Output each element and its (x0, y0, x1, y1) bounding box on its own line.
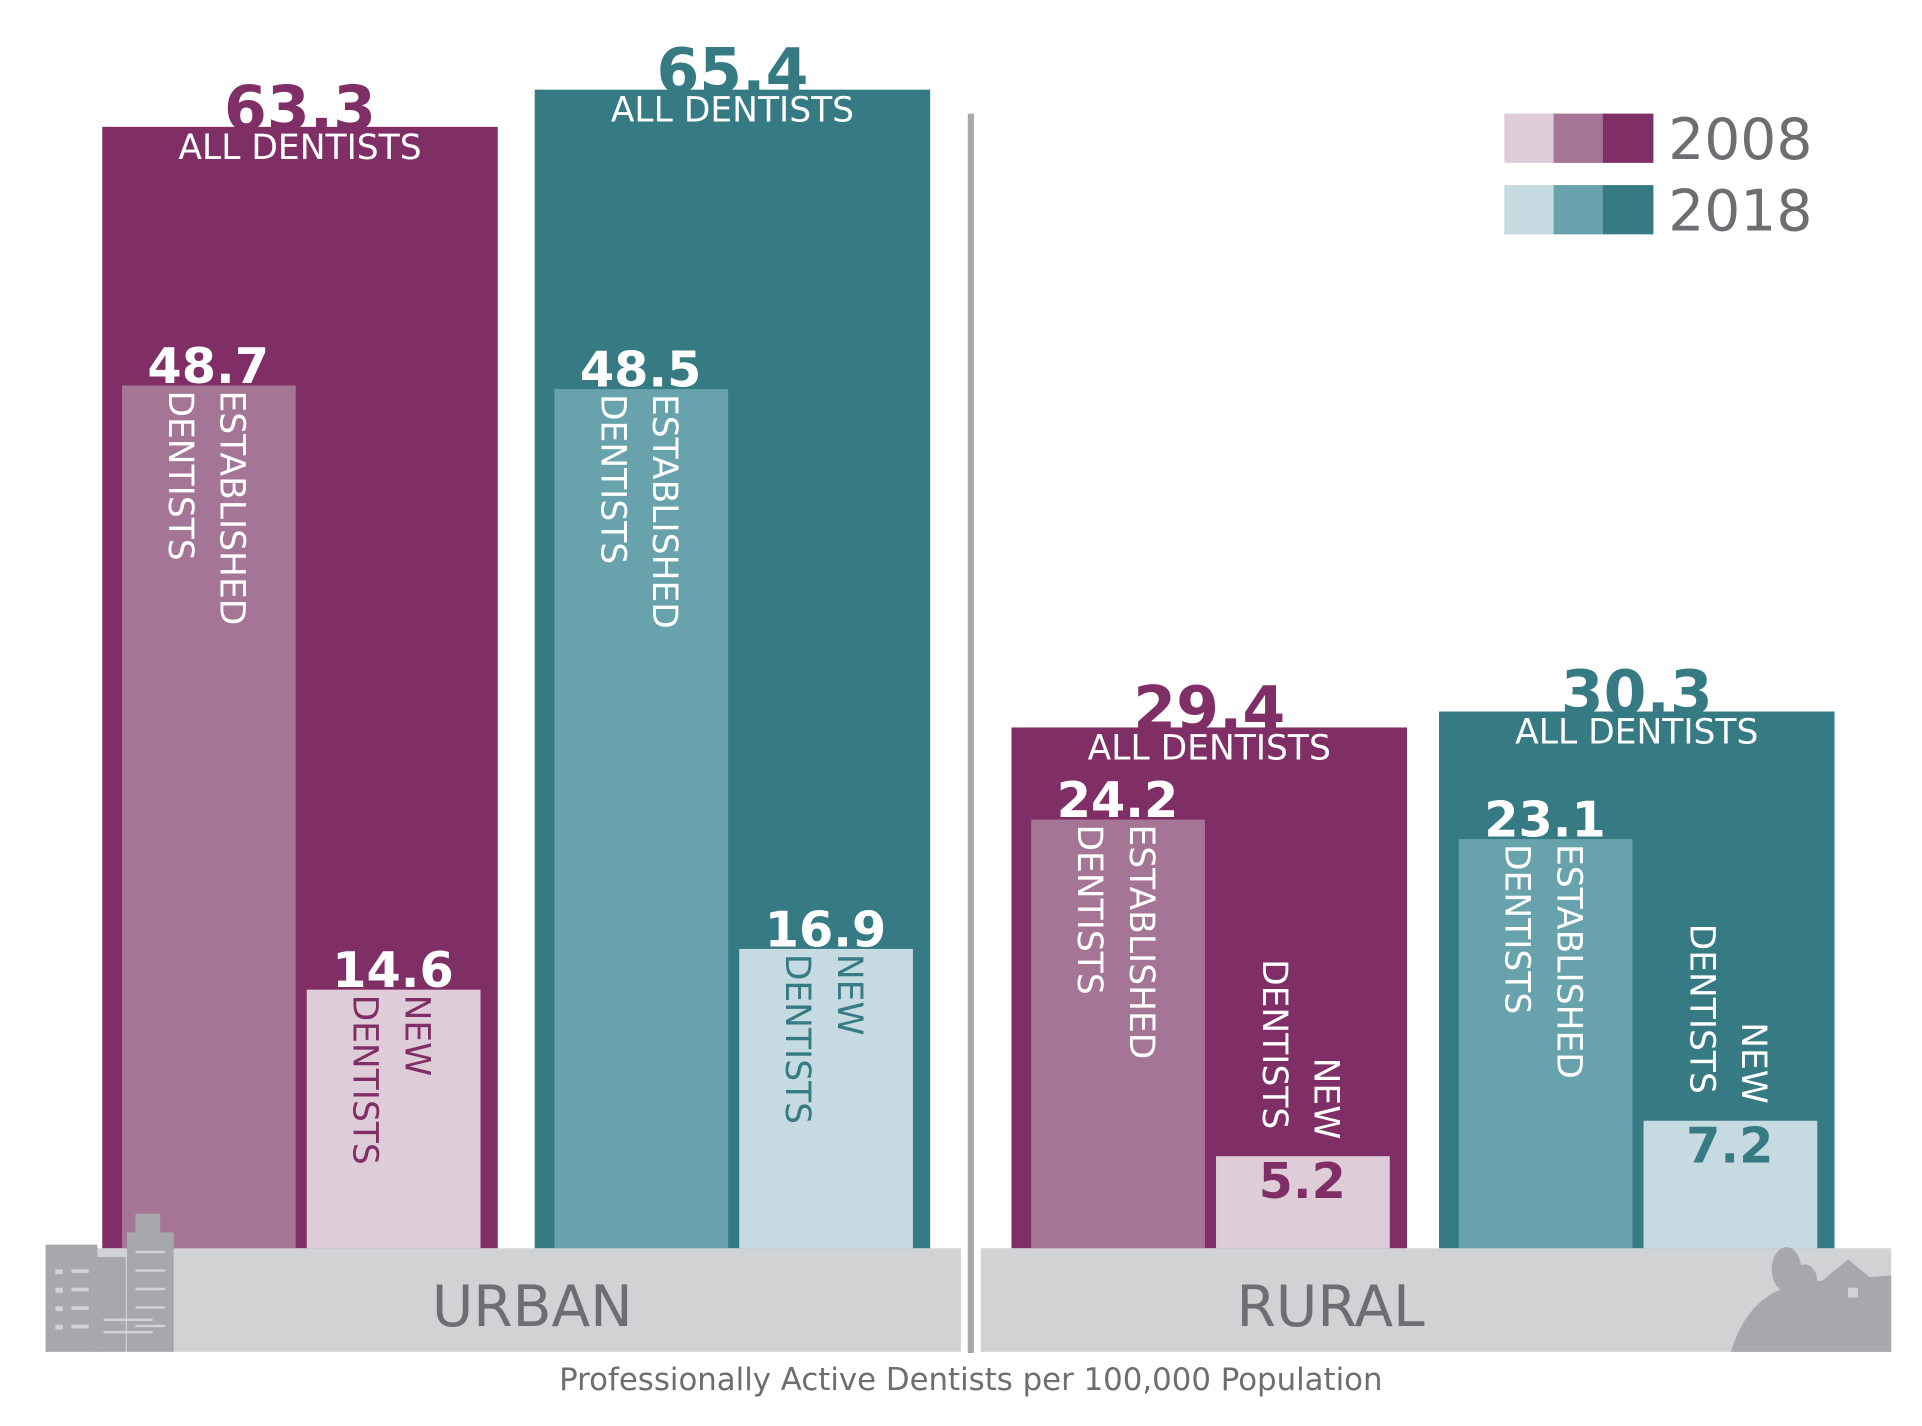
legend-swatch-2018-0 (1504, 185, 1555, 235)
label-line: NEW (1733, 1022, 1773, 1104)
all-dentists-label: ALL DENTISTS (178, 128, 421, 168)
label-line: DENTISTS (1681, 924, 1721, 1094)
new-dentists-label: NEW DENTISTS (777, 954, 869, 1124)
label-line: NEW (396, 995, 436, 1077)
value-label-all: 65.4 (656, 35, 808, 107)
established-dentists-label: ESTABLISHED DENTISTS (160, 390, 252, 625)
value-label-all: 30.3 (1561, 657, 1713, 729)
label-line: DENTISTS (592, 394, 632, 564)
legend-swatch-2018-2 (1602, 185, 1654, 235)
label-line: NEW (1306, 1058, 1346, 1140)
label-line: DENTISTS (1069, 825, 1109, 995)
label-line: ESTABLISHED (1121, 825, 1161, 1060)
legend-swatch-2018-1 (1553, 185, 1605, 235)
value-label-established: 23.1 (1484, 791, 1606, 849)
bar-established (1458, 839, 1633, 1249)
label-line: DENTISTS (777, 954, 817, 1124)
label-line: ESTABLISHED (644, 394, 684, 629)
all-dentists-label: ALL DENTISTS (611, 91, 854, 131)
established-dentists-label: ESTABLISHED DENTISTS (592, 394, 684, 629)
value-label-established: 48.7 (147, 337, 269, 395)
value-label-all: 29.4 (1133, 673, 1285, 745)
label-line: DENTISTS (345, 995, 385, 1165)
legend-swatch-2008-2 (1602, 113, 1654, 163)
value-label-established: 24.2 (1057, 771, 1179, 829)
label-line: ESTABLISHED (212, 390, 252, 625)
urban-band (45, 1248, 962, 1352)
value-label-new: 16.9 (765, 900, 887, 958)
label-line: DENTISTS (1254, 959, 1294, 1129)
value-label-new: 7.2 (1686, 1117, 1773, 1175)
bar-new (306, 989, 481, 1249)
value-label-new: 5.2 (1259, 1152, 1346, 1210)
bar-new (1216, 1156, 1390, 1249)
bar-new (739, 948, 913, 1249)
label-line: NEW (829, 954, 869, 1036)
legend-label-2008: 2008 (1668, 107, 1812, 173)
bar-new (1643, 1120, 1818, 1249)
all-dentists-label: ALL DENTISTS (1515, 713, 1758, 753)
label-line: DENTISTS (160, 390, 200, 560)
new-dentists-label: NEW DENTISTS (1681, 924, 1773, 1104)
category-label-urban: URBAN (432, 1274, 633, 1340)
value-label-all: 63.3 (224, 72, 376, 144)
established-dentists-label: ESTABLISHED DENTISTS (1069, 825, 1161, 1060)
label-line: DENTISTS (1497, 844, 1537, 1014)
established-dentists-label: ESTABLISHED DENTISTS (1497, 844, 1589, 1079)
category-label-rural: RURAL (1236, 1274, 1425, 1340)
new-dentists-label: NEW DENTISTS (1254, 959, 1346, 1139)
legend-swatch-2008-1 (1553, 113, 1605, 163)
bar-established (1031, 819, 1205, 1249)
bar-established (121, 385, 296, 1249)
legend-label-2018: 2018 (1668, 179, 1812, 245)
city-buildings-icon (45, 1213, 174, 1352)
all-dentists-label: ALL DENTISTS (1088, 728, 1331, 768)
value-label-new: 14.6 (332, 941, 454, 999)
legend-swatch-2008-0 (1504, 113, 1555, 163)
value-label-established: 48.5 (580, 341, 702, 399)
rural-house-trees-icon (1731, 1247, 1892, 1352)
bar-established (554, 389, 729, 1249)
new-dentists-label: NEW DENTISTS (345, 995, 437, 1165)
chart-caption: Professionally Active Dentists per 100,0… (559, 1362, 1382, 1398)
label-line: ESTABLISHED (1548, 844, 1588, 1079)
